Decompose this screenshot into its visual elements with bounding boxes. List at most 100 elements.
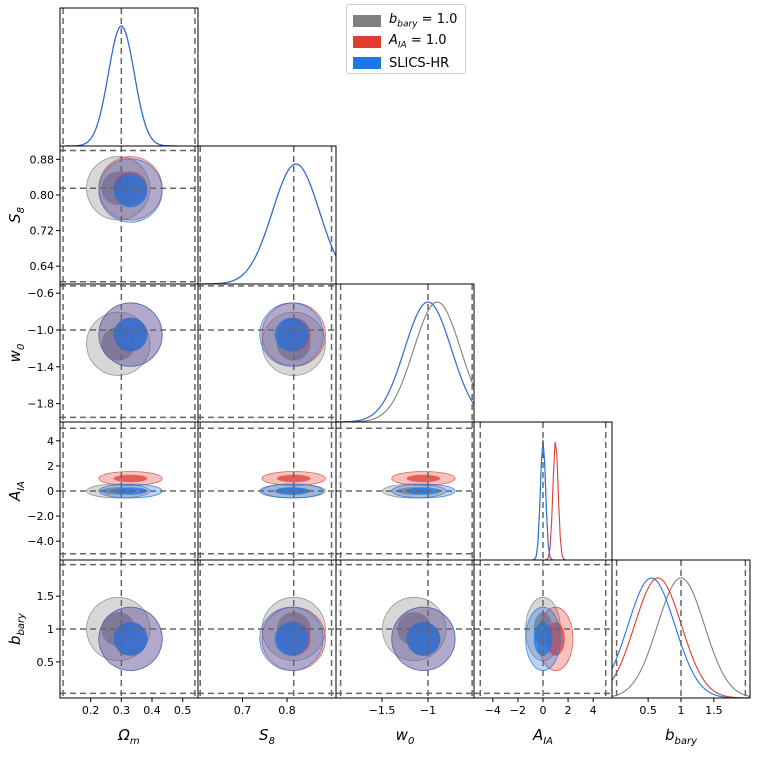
panel-frame — [335, 283, 475, 423]
panel-bg — [336, 284, 474, 422]
legend-item-aia: AIA = 1.0 — [353, 33, 447, 51]
panel-frame — [59, 7, 199, 147]
mask-left — [0, 0, 60, 760]
legend-swatch-red — [353, 36, 381, 48]
panel-2-0 — [59, 283, 199, 423]
marginal-curve-1 — [335, 301, 475, 423]
legend-label-bbary: bbary = 1.0 — [389, 12, 458, 30]
panel-0-0 — [59, 7, 199, 147]
panel-1-1 — [197, 145, 337, 285]
mask-right — [198, 8, 761, 146]
mask-bottom — [0, 698, 761, 758]
panel-frame — [197, 145, 337, 285]
panel-2-2 — [335, 283, 475, 423]
panel-3-0 — [59, 421, 199, 561]
legend-swatch-gray — [353, 15, 381, 27]
panel-4-3 — [473, 559, 613, 699]
panel-4-2 — [335, 559, 475, 699]
x-tick-label: −1 — [420, 704, 436, 717]
panel-bg — [60, 8, 198, 146]
panel-bg — [198, 146, 336, 284]
x-tick-label: 0.8 — [278, 704, 296, 717]
contour-68-2 — [533, 621, 553, 656]
panel-4-1 — [197, 559, 337, 699]
y-axis-label-sub: bary — [16, 612, 27, 636]
y-tick-label: 0.80 — [30, 189, 55, 202]
panel-2-1 — [197, 283, 337, 423]
y-tick-label: 0 — [47, 485, 54, 498]
x-tick-label: −1.5 — [369, 704, 396, 717]
y-tick-label: 4 — [47, 435, 54, 448]
marginal-curve-0 — [197, 163, 337, 285]
y-axis-label-sub: 8 — [16, 207, 27, 213]
marginal-curve-2 — [611, 577, 751, 699]
x-tick-label: 1.5 — [705, 704, 723, 717]
marginal-curve-1 — [611, 577, 751, 699]
x-tick-label: 0.5 — [174, 704, 192, 717]
legend-item-bbary: bbary = 1.0 — [353, 12, 458, 30]
panel-3-2 — [335, 421, 475, 561]
x-axis-label-sub: IA — [543, 736, 553, 747]
x-axis-label-sub: 8 — [269, 736, 275, 747]
x-tick-label: 0.7 — [234, 704, 252, 717]
panel-4-0 — [59, 559, 199, 699]
contour-68-1 — [276, 474, 311, 483]
marginal-curve-1 — [197, 163, 337, 285]
y-tick-label: 0.64 — [30, 260, 55, 273]
y-tick-label: −4.0 — [27, 535, 54, 548]
legend-item-slics: SLICS-HR — [353, 55, 449, 71]
panel-4-4 — [611, 559, 751, 699]
panel-frame — [335, 283, 475, 423]
x-axis-label-sub: 0 — [408, 736, 414, 747]
y-tick-label: −0.6 — [27, 287, 54, 300]
x-tick-label: 0.4 — [143, 704, 161, 717]
y-tick-label: 1 — [47, 623, 54, 636]
x-tick-label: 1 — [678, 704, 685, 717]
panel-1-0 — [59, 145, 199, 285]
y-tick-label: −2.0 — [27, 510, 54, 523]
panel-frame — [197, 145, 337, 285]
y-tick-label: 0.72 — [30, 225, 55, 238]
marginal-curve-0 — [611, 577, 751, 697]
y-tick-label: −1.4 — [27, 361, 54, 374]
legend-label-slics: SLICS-HR — [389, 55, 450, 71]
legend-label-aia: AIA = 1.0 — [389, 33, 447, 51]
marginal-curve-0 — [335, 301, 475, 423]
legend-swatch-blue — [353, 57, 381, 69]
y-tick-label: 2 — [47, 460, 54, 473]
marginal-curve-2 — [335, 301, 475, 423]
contour-68-2 — [113, 317, 148, 352]
x-tick-label: 0 — [540, 704, 547, 717]
contour-68-1 — [113, 474, 148, 483]
panel-3-3 — [473, 421, 613, 561]
y-axis-label-sub: 0 — [16, 344, 27, 350]
x-tick-label: −4 — [485, 704, 501, 717]
legend: bbary = 1.0 AIA = 1.0 SLICS-HR — [346, 4, 466, 74]
x-tick-label: 2 — [565, 704, 572, 717]
contour-68-2 — [406, 621, 441, 656]
contour-68-2 — [406, 487, 441, 495]
mask-right — [474, 284, 761, 422]
contour-68-2 — [274, 621, 309, 656]
y-axis-label-sub: IA — [16, 481, 27, 491]
y-tick-label: −1.8 — [27, 398, 54, 411]
y-tick-label: −1.0 — [27, 324, 54, 337]
x-tick-label: 0.2 — [82, 704, 100, 717]
marginal-curve-2 — [197, 163, 337, 285]
x-tick-label: 0.3 — [113, 704, 131, 717]
marginal-curve-2 — [59, 25, 198, 147]
panel-frame — [59, 7, 199, 147]
y-tick-label: 1.5 — [37, 590, 55, 603]
x-tick-label: 0.5 — [639, 704, 657, 717]
y-tick-label: 0.5 — [37, 656, 55, 669]
y-tick-label: 0.88 — [30, 153, 55, 166]
contour-68-2 — [113, 173, 148, 208]
mask-right — [750, 560, 761, 698]
x-tick-label: 4 — [590, 704, 597, 717]
x-axis-label-sub: bary — [675, 736, 699, 747]
mask-right — [336, 146, 761, 284]
contour-68-1 — [406, 474, 441, 483]
x-axis-label-sub: m — [130, 736, 140, 747]
x-tick-label: −2 — [510, 704, 526, 717]
